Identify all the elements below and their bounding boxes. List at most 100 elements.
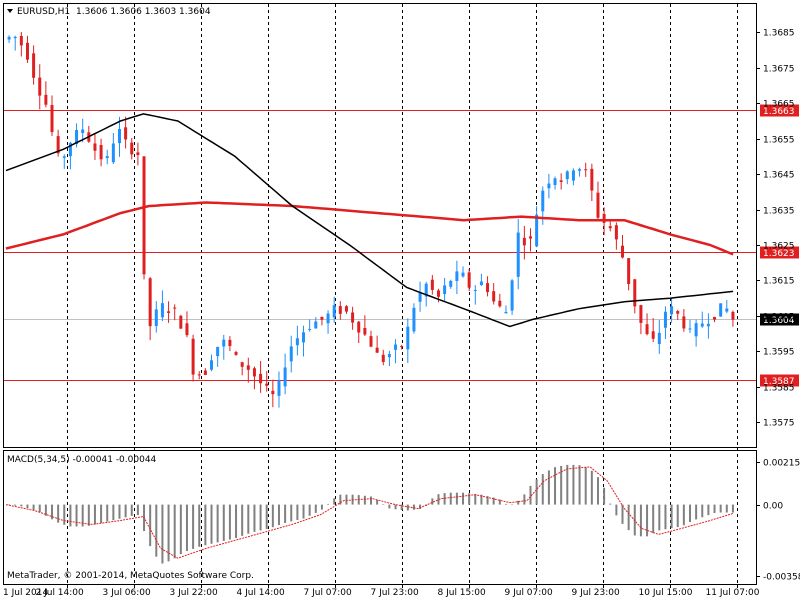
macd-histogram-bar xyxy=(210,504,213,544)
macd-histogram-bar xyxy=(204,504,207,546)
macd-histogram-bar xyxy=(302,504,305,519)
macd-histogram-bar xyxy=(370,496,372,505)
macd-histogram-bar xyxy=(695,504,698,520)
candle-body xyxy=(375,347,379,353)
macd-histogram-bar xyxy=(731,504,734,513)
candle-body xyxy=(706,323,710,327)
candle-body xyxy=(130,142,134,155)
candle-body xyxy=(338,306,342,314)
macd-histogram-bar xyxy=(498,499,501,505)
current-price-label: 1.3604 xyxy=(763,316,795,326)
candle-body xyxy=(486,283,490,293)
candle-body xyxy=(430,279,434,290)
candle-body xyxy=(645,324,649,335)
macd-histogram-bar xyxy=(676,504,679,528)
macd-histogram-bar xyxy=(388,504,391,509)
candle-body xyxy=(210,360,214,370)
candle-body xyxy=(283,367,287,387)
macd-histogram-bar xyxy=(149,504,152,547)
candle-body xyxy=(436,290,440,297)
macd-histogram-bar xyxy=(412,504,415,510)
candle-body xyxy=(424,283,428,297)
macd-histogram-bar xyxy=(265,504,268,530)
macd-indicator xyxy=(5,464,734,564)
macd-histogram-bar xyxy=(455,492,458,505)
candle-body xyxy=(657,332,661,345)
macd-histogram-bar xyxy=(701,504,704,518)
macd-histogram-bar xyxy=(376,499,379,505)
candle-body xyxy=(663,311,667,328)
candle-body xyxy=(332,305,336,318)
macd-histogram-bar xyxy=(382,504,385,505)
macd-histogram-bar xyxy=(621,504,624,524)
candle-body xyxy=(467,272,471,288)
macd-histogram-bar xyxy=(179,504,182,555)
price-level-label: 1.3623 xyxy=(763,249,795,259)
macd-histogram-bar xyxy=(554,467,557,505)
candle-body xyxy=(320,316,324,320)
macd-histogram-bar xyxy=(652,504,655,534)
y-tick-label: 1.3635 xyxy=(763,207,795,217)
x-tick-label: 11 Jul 07:00 xyxy=(706,588,760,598)
macd-histogram-bar xyxy=(20,504,23,507)
price-levels: 1.3663 1.3623 1.3587 1.3604 xyxy=(4,104,799,387)
candle-body xyxy=(277,380,281,396)
macd-histogram-bar xyxy=(523,494,526,505)
candle-body xyxy=(498,300,502,307)
candlestick-series xyxy=(7,31,735,408)
macd-histogram-bar xyxy=(198,504,201,547)
macd-histogram-bar xyxy=(658,504,661,531)
candle-body xyxy=(326,313,330,324)
macd-histogram-bar xyxy=(44,504,47,516)
candle-body xyxy=(13,36,17,39)
candle-body xyxy=(394,344,398,350)
macd-histogram-bar xyxy=(529,485,532,505)
candle-body xyxy=(142,156,146,275)
candle-body xyxy=(62,156,66,158)
macd-histogram-bar xyxy=(296,504,299,520)
macd-histogram-bar xyxy=(584,467,587,505)
macd-histogram-bar xyxy=(130,504,133,516)
macd-histogram-bar xyxy=(167,504,170,562)
candle-body xyxy=(111,143,115,163)
candle-body xyxy=(314,321,318,329)
candle-body xyxy=(621,245,625,258)
macd-y-tick-label: 0.00215 xyxy=(763,459,800,469)
macd-histogram-bar xyxy=(333,498,336,505)
macd-histogram-bar xyxy=(185,504,188,552)
moving-averages xyxy=(5,113,734,328)
x-tick-label: 4 Jul 14:00 xyxy=(237,588,286,598)
macd-histogram-bar xyxy=(51,504,54,520)
macd-histogram-bar xyxy=(87,504,90,526)
candle-body xyxy=(252,368,256,377)
candle-body xyxy=(547,183,551,189)
symbol-title: EURUSD,H1 xyxy=(17,7,70,17)
candle-body xyxy=(228,339,232,347)
macd-histogram-bar xyxy=(112,504,115,521)
candle-body xyxy=(173,307,177,309)
macd-histogram-bar xyxy=(394,504,397,510)
candle-body xyxy=(19,35,23,46)
chevron-down-icon[interactable] xyxy=(7,9,13,13)
candle-body xyxy=(571,170,575,181)
candle-body xyxy=(418,292,422,302)
candle-body xyxy=(302,332,306,343)
macd-histogram-bar xyxy=(57,504,60,523)
candle-body xyxy=(535,214,539,247)
macd-histogram-bar xyxy=(541,474,544,505)
macd-histogram-bar xyxy=(290,504,293,522)
price-level-tag xyxy=(760,246,799,259)
candle-body xyxy=(731,311,735,320)
candle-body xyxy=(81,129,85,134)
candle-body xyxy=(387,354,391,358)
candle-body xyxy=(50,104,54,133)
candle-body xyxy=(99,144,103,160)
price-level-label: 1.3663 xyxy=(763,107,795,117)
macd-histogram-bar xyxy=(222,504,225,541)
candle-body xyxy=(295,338,299,346)
y-tick-label: 1.3645 xyxy=(763,171,795,181)
y-tick-label: 1.3575 xyxy=(763,419,795,429)
candle-body xyxy=(719,303,723,317)
macd-histogram-bar xyxy=(216,504,219,543)
